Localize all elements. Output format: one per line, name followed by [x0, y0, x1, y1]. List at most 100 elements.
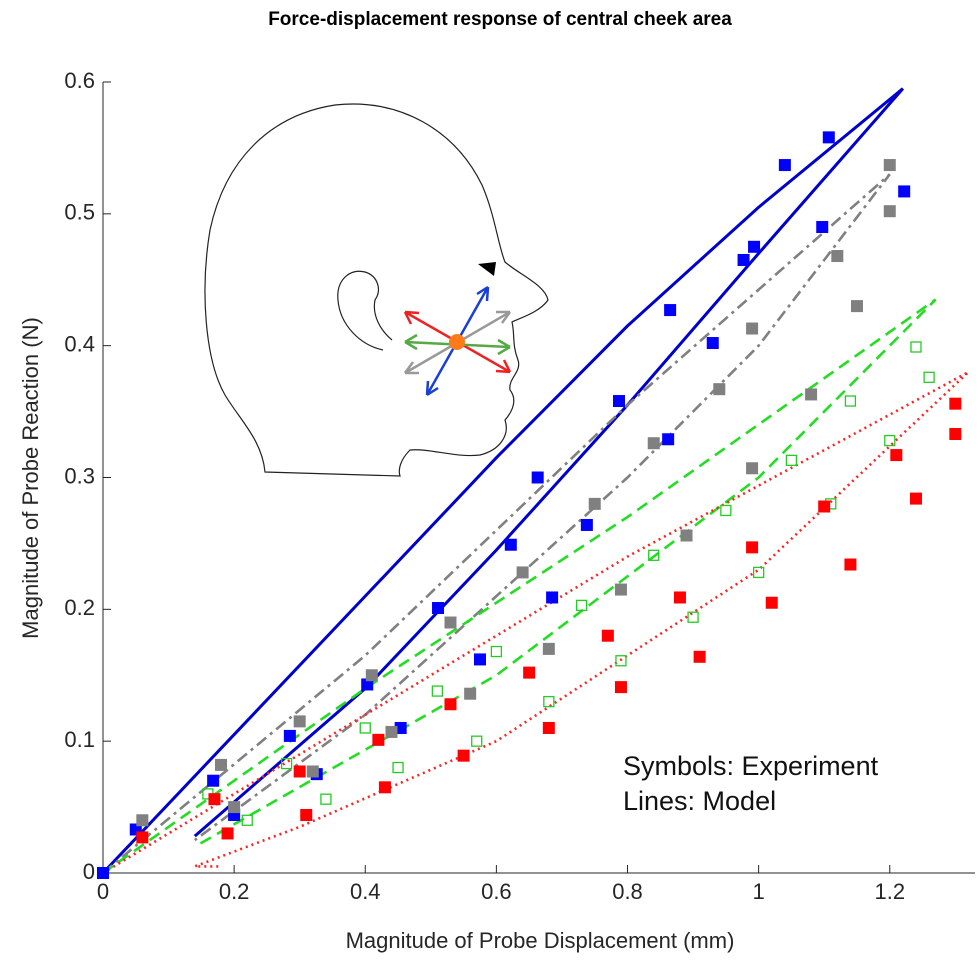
data-point [464, 687, 477, 700]
data-point [293, 765, 306, 778]
data-point [805, 388, 818, 401]
data-point [490, 645, 503, 658]
x-tick-label: 0 [97, 879, 109, 904]
data-point [601, 629, 614, 642]
data-point [662, 433, 675, 446]
data-point [97, 867, 109, 879]
data-point [614, 583, 627, 596]
data-point [680, 529, 693, 542]
data-point [746, 462, 759, 475]
data-point [580, 518, 593, 531]
data-point [283, 729, 296, 742]
data-point [687, 611, 699, 623]
y-tick-label: 0.6 [64, 68, 95, 93]
y-tick-label: 0.5 [64, 200, 95, 225]
data-point [890, 449, 903, 462]
y-axis-label: Magnitude of Probe Reaction (N) [18, 317, 43, 639]
data-point [818, 500, 831, 513]
data-point [241, 814, 253, 826]
data-point [221, 827, 234, 840]
data-point [713, 383, 726, 396]
probe-point [449, 334, 465, 350]
data-point [720, 504, 732, 517]
data-point [394, 721, 407, 734]
data-point [473, 653, 486, 666]
data-point [457, 749, 470, 762]
model-line [101, 87, 905, 875]
data-point [207, 774, 220, 787]
data-point [746, 322, 759, 335]
data-point [615, 655, 627, 667]
data-point [778, 159, 791, 172]
data-point [531, 471, 544, 484]
data-point [844, 395, 857, 407]
y-tick-label: 0 [83, 859, 95, 884]
data-point [546, 591, 559, 604]
data-point [923, 371, 935, 383]
data-point [752, 566, 765, 579]
data-point [706, 337, 719, 350]
data-point [575, 599, 588, 612]
data-point [372, 733, 385, 746]
data-point [471, 735, 483, 747]
model-line [102, 298, 937, 875]
data-point [949, 427, 962, 440]
data-point [614, 681, 627, 694]
data-point [748, 240, 761, 253]
data-point [737, 253, 750, 266]
data-point [432, 602, 445, 615]
y-tick-label: 0.2 [64, 595, 95, 620]
data-point [816, 221, 829, 234]
data-point [361, 678, 374, 691]
data-point [949, 397, 962, 410]
data-point [444, 698, 457, 711]
data-point [664, 304, 677, 317]
data-point [293, 715, 306, 728]
y-tick-label: 0.3 [64, 463, 95, 488]
data-point [831, 250, 844, 263]
data-point [909, 492, 922, 505]
model-line [102, 173, 891, 875]
data-point [542, 642, 555, 655]
data-point [365, 669, 378, 682]
data-point [785, 454, 798, 467]
data-point [543, 695, 555, 708]
data-point [320, 793, 332, 805]
data-point [516, 566, 529, 579]
data-point [378, 781, 391, 794]
model-line [102, 370, 970, 875]
data-point [444, 616, 457, 629]
data-point [883, 205, 896, 218]
data-point [523, 666, 536, 679]
data-point [136, 831, 149, 844]
eye [478, 262, 496, 276]
data-point [504, 538, 517, 551]
data-point [431, 685, 444, 697]
x-tick-label: 0.8 [612, 879, 643, 904]
data-point [136, 814, 149, 827]
data-point [612, 395, 625, 408]
data-point [359, 722, 371, 734]
data-point [850, 300, 863, 313]
y-tick-label: 0.1 [64, 727, 95, 752]
x-tick-label: 0.2 [219, 879, 250, 904]
data-point [647, 437, 660, 450]
data-point [746, 541, 759, 554]
data-point [280, 757, 293, 770]
chart-title: Force-displacement response of central c… [268, 9, 732, 30]
x-tick-label: 0.4 [350, 879, 381, 904]
data-point [208, 793, 221, 806]
data-point [392, 761, 404, 774]
data-point [306, 765, 319, 778]
data-point [898, 185, 911, 198]
data-point [648, 549, 660, 561]
x-tick-label: 1.2 [874, 879, 905, 904]
head-outline [204, 103, 549, 477]
ear [337, 270, 393, 351]
data-point [673, 591, 686, 604]
data-point [588, 497, 601, 510]
data-point [385, 725, 398, 738]
data-point [844, 558, 857, 571]
annotation: Symbols: Experiment [623, 751, 879, 781]
